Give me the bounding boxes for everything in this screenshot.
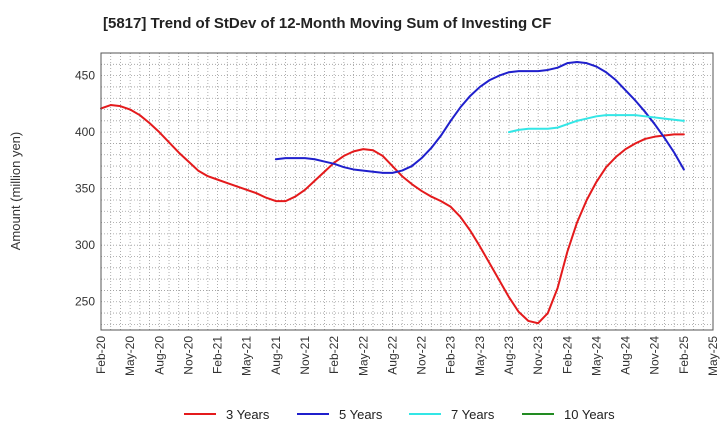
y-tick-labels: 250 300 350 400 450 [75,69,95,309]
x-tick-label: Feb-21 [211,336,225,374]
legend-swatch [522,413,554,415]
legend-label: 7 Years [451,406,495,422]
x-tick-label: May-22 [356,336,370,376]
x-tick-label: Aug-23 [502,336,516,375]
x-tick-label: Feb-24 [560,336,574,374]
x-tick-label: Aug-24 [619,336,633,375]
x-tick-labels: Feb-20 May-20 Aug-20 Nov-20 Feb-21 May-21 Aug-… [94,336,720,376]
series-line-5-years [274,61,685,174]
legend: 3 Years 5 Years 7 Years 10 Years [0,402,720,426]
x-tick-label: May-21 [240,336,254,376]
y-tick-label: 300 [75,238,95,252]
legend-swatch [297,413,329,415]
x-tick-label: Aug-20 [152,336,166,375]
x-tick-label: Nov-22 [415,336,429,375]
y-tick-label: 400 [75,125,95,139]
series-lines [100,61,685,325]
legend-item: 3 Years [184,402,269,426]
x-tick-label: Nov-23 [531,336,545,375]
series-line-7-years [508,114,685,134]
x-tick-label: May-20 [123,336,137,376]
legend-item: 5 Years [297,402,382,426]
x-tick-label: Feb-23 [444,336,458,374]
plot-area [101,53,713,330]
x-tick-label: May-25 [706,336,720,376]
x-tick-label: Feb-20 [94,336,108,374]
x-tick-label: May-23 [473,336,487,376]
legend-label: 3 Years [226,406,270,422]
legend-swatch [184,413,216,415]
legend-item: 7 Years [409,402,494,426]
series-line-3-years [100,104,685,325]
chart-title: [5817] Trend of StDev of 12-Month Moving… [103,15,552,32]
x-tick-label: Feb-22 [327,336,341,374]
x-tick-label: Nov-21 [298,336,312,375]
y-tick-label: 450 [75,69,95,83]
legend-label: 5 Years [339,406,383,422]
legend-label: 10 Years [564,406,615,422]
x-tick-label: Nov-20 [181,336,195,375]
legend-swatch [409,413,441,415]
y-tick-label: 350 [75,182,95,196]
plot-frame [100,52,714,331]
x-tick-label: Aug-21 [269,336,283,375]
y-tick-label: 250 [75,295,95,309]
x-tick-label: Nov-24 [648,336,662,375]
x-tick-label: Feb-25 [677,336,691,374]
x-tick-label: May-24 [589,336,603,376]
x-tick-label: Aug-22 [385,336,399,375]
y-axis-title: Amount (million yen) [8,132,23,251]
legend-item: 10 Years [522,402,615,426]
